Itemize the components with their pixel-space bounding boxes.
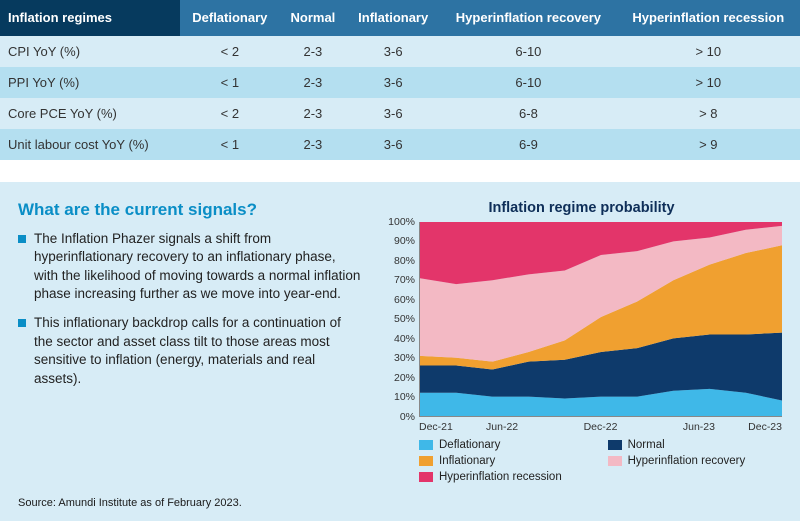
- x-tick-label: Dec-21: [419, 421, 453, 433]
- table-header: Hyperinflation recession: [617, 0, 800, 36]
- table-header: Deflationary: [180, 0, 280, 36]
- y-tick-label: 10%: [394, 391, 415, 403]
- table-cell: > 10: [617, 67, 800, 98]
- legend-label: Hyperinflation recovery: [628, 455, 746, 467]
- x-tick-label: Jun-23: [650, 421, 748, 433]
- x-tick-label: Dec-22: [551, 421, 649, 433]
- table-cell: 2-3: [280, 98, 346, 129]
- table-row: CPI YoY (%)< 22-33-66-10> 10: [0, 36, 800, 67]
- legend-item: Inflationary: [419, 455, 590, 467]
- bullet-text: This inflationary backdrop calls for a c…: [34, 314, 363, 389]
- table-header: Inflation regimes: [0, 0, 180, 36]
- table-cell: > 10: [617, 36, 800, 67]
- legend-label: Normal: [628, 439, 665, 451]
- legend-label: Deflationary: [439, 439, 500, 451]
- y-tick-label: 30%: [394, 352, 415, 364]
- signals-column: What are the current signals? The Inflat…: [18, 200, 363, 483]
- legend-item: Hyperinflation recession: [419, 471, 590, 483]
- signal-bullet: The Inflation Phazer signals a shift fro…: [18, 230, 363, 305]
- chart-x-axis: Dec-21Jun-22Dec-22Jun-23Dec-23: [419, 417, 782, 433]
- table-cell: < 1: [180, 129, 280, 160]
- legend-item: Normal: [608, 439, 779, 451]
- table-cell: > 8: [617, 98, 800, 129]
- area-chart: 0%10%20%30%40%50%60%70%80%90%100%: [381, 222, 782, 417]
- y-tick-label: 0%: [400, 411, 415, 423]
- y-tick-label: 70%: [394, 274, 415, 286]
- y-tick-label: 90%: [394, 235, 415, 247]
- legend-label: Hyperinflation recession: [439, 471, 562, 483]
- table-header: Normal: [280, 0, 346, 36]
- table-cell: 3-6: [346, 129, 440, 160]
- table-cell: 6-8: [440, 98, 616, 129]
- legend-swatch-icon: [419, 456, 433, 466]
- y-tick-label: 60%: [394, 294, 415, 306]
- signals-panel: What are the current signals? The Inflat…: [0, 182, 800, 521]
- y-tick-label: 40%: [394, 333, 415, 345]
- table-cell: 2-3: [280, 129, 346, 160]
- legend-label: Inflationary: [439, 455, 495, 467]
- legend-swatch-icon: [419, 440, 433, 450]
- table-cell: < 1: [180, 67, 280, 98]
- chart-column: Inflation regime probability 0% 10% 20% 30%…: [381, 200, 782, 483]
- bullet-marker-icon: [18, 319, 26, 327]
- signals-heading: What are the current signals?: [18, 200, 363, 220]
- table-cell: < 2: [180, 36, 280, 67]
- y-tick-label: 20%: [394, 372, 415, 384]
- table-cell: 2-3: [280, 67, 346, 98]
- bullet-marker-icon: [18, 235, 26, 243]
- table-cell: < 2: [180, 98, 280, 129]
- table-cell: 6-10: [440, 67, 616, 98]
- table-cell: CPI YoY (%): [0, 36, 180, 67]
- bullet-text: The Inflation Phazer signals a shift fro…: [34, 230, 363, 305]
- table-cell: PPI YoY (%): [0, 67, 180, 98]
- chart-legend: Deflationary Normal Inflationary Hyperinfla…: [419, 439, 782, 483]
- inflation-regimes-table: Inflation regimesDeflationaryNormalInfla…: [0, 0, 800, 160]
- signal-bullet: This inflationary backdrop calls for a c…: [18, 314, 363, 389]
- legend-item: Deflationary: [419, 439, 590, 451]
- table-header: Inflationary: [346, 0, 440, 36]
- legend-item: Hyperinflation recovery: [608, 455, 779, 467]
- table-cell: 3-6: [346, 36, 440, 67]
- chart-y-axis: 0%10%20%30%40%50%60%70%80%90%100%: [381, 222, 419, 417]
- table-cell: 6-10: [440, 36, 616, 67]
- table-cell: Unit labour cost YoY (%): [0, 129, 180, 160]
- chart-plot-area: [419, 222, 782, 417]
- table-row: PPI YoY (%)< 12-33-66-10> 10: [0, 67, 800, 98]
- legend-swatch-icon: [419, 472, 433, 482]
- y-tick-label: 100%: [388, 216, 415, 228]
- y-tick-label: 50%: [394, 313, 415, 325]
- x-tick-label: Dec-23: [748, 421, 782, 433]
- table-row: Unit labour cost YoY (%)< 12-33-66-9> 9: [0, 129, 800, 160]
- table-cell: 6-9: [440, 129, 616, 160]
- table-cell: > 9: [617, 129, 800, 160]
- table-cell: Core PCE YoY (%): [0, 98, 180, 129]
- table-cell: 2-3: [280, 36, 346, 67]
- legend-swatch-icon: [608, 456, 622, 466]
- table-cell: 3-6: [346, 98, 440, 129]
- x-tick-label: Jun-22: [453, 421, 551, 433]
- table-cell: 3-6: [346, 67, 440, 98]
- y-tick-label: 80%: [394, 255, 415, 267]
- table-header: Hyperinflation recovery: [440, 0, 616, 36]
- table-row: Core PCE YoY (%)< 22-33-66-8> 8: [0, 98, 800, 129]
- source-text: Source: Amundi Institute as of February …: [18, 497, 782, 509]
- legend-swatch-icon: [608, 440, 622, 450]
- chart-title: Inflation regime probability: [381, 200, 782, 216]
